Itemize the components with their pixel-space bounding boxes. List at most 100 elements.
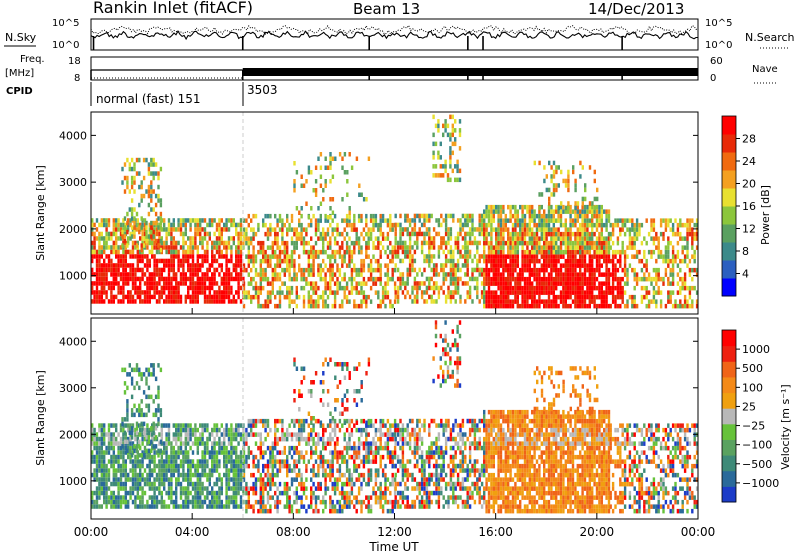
power-cell	[485, 303, 488, 309]
power-cell	[360, 245, 363, 250]
power-cell	[334, 156, 337, 161]
power-cell	[147, 162, 151, 167]
power-cell	[550, 245, 553, 250]
power-cell	[411, 258, 414, 264]
power-cell	[671, 272, 675, 277]
power-cell	[167, 263, 171, 268]
power-cell	[336, 263, 339, 268]
power-cell	[341, 285, 344, 291]
velocity-cell	[107, 477, 111, 482]
power-cell	[242, 267, 246, 273]
power-cell	[643, 276, 646, 282]
power-cell	[153, 267, 156, 273]
power-cell	[638, 276, 641, 282]
power-cell	[603, 294, 606, 300]
power-cell	[264, 258, 267, 264]
velocity-cell	[237, 463, 240, 469]
power-cell	[148, 240, 151, 246]
power-cell	[406, 290, 409, 295]
power-cell	[466, 254, 469, 259]
velocity-cell	[215, 432, 219, 437]
velocity-cell	[100, 441, 103, 446]
power-cell	[220, 290, 223, 295]
power-cell	[555, 276, 558, 282]
power-cell	[552, 258, 555, 264]
power-cell	[581, 218, 584, 223]
power-cell	[237, 285, 240, 291]
power-cell	[552, 245, 555, 250]
power-cell	[196, 281, 199, 286]
power-cell	[550, 272, 553, 277]
power-cell	[133, 166, 136, 172]
power-cell	[201, 254, 204, 259]
power-cell	[189, 294, 192, 300]
power-cell	[552, 294, 555, 300]
power-cell	[232, 263, 235, 268]
power-cell	[276, 303, 279, 309]
power-cell	[487, 254, 491, 259]
power-cell	[406, 213, 409, 219]
velocity-cell	[91, 423, 94, 428]
power-cell	[155, 290, 159, 295]
velocity-cell	[220, 486, 223, 491]
power-cell	[276, 263, 279, 268]
power-cell	[93, 294, 96, 300]
power-cell	[167, 272, 171, 277]
power-cell	[650, 236, 653, 241]
power-cell	[611, 231, 615, 237]
power-cell	[449, 258, 453, 264]
velocity-cell	[179, 486, 183, 491]
power-cell	[300, 240, 303, 246]
power-cell	[134, 281, 137, 286]
velocity-cell	[189, 481, 192, 487]
power-cell	[408, 240, 412, 246]
power-cell	[324, 272, 327, 277]
power-cell	[345, 218, 349, 223]
power-cell	[579, 281, 582, 286]
velocity-cell	[211, 459, 214, 464]
velocity-cell	[194, 481, 197, 487]
power-cell	[623, 258, 627, 264]
power-cell	[232, 267, 235, 273]
velocity-cell	[177, 436, 180, 442]
power-cell	[664, 258, 668, 264]
power-cell	[153, 227, 156, 232]
power-cell	[600, 209, 603, 214]
power-cell	[550, 254, 553, 259]
power-cell	[341, 156, 344, 161]
power-cell	[115, 218, 118, 223]
power-cell	[552, 276, 555, 282]
power-cell	[103, 299, 106, 304]
velocity-cell	[213, 504, 216, 509]
power-cell	[567, 272, 570, 277]
power-cell	[619, 258, 622, 264]
power-cell	[317, 272, 320, 277]
velocity-cell	[107, 450, 111, 455]
velocity-cell	[223, 450, 226, 455]
velocity-cell	[235, 445, 238, 451]
power-cell	[545, 281, 548, 286]
power-cell	[117, 290, 120, 295]
power-cell	[271, 267, 274, 273]
power-cell	[163, 218, 166, 223]
power-cell	[201, 236, 204, 241]
velocity-cell	[211, 504, 214, 509]
power-cell	[143, 281, 147, 286]
power-cell	[492, 227, 495, 232]
power-cell	[220, 218, 223, 223]
velocity-cell	[177, 504, 180, 509]
power-cell	[593, 281, 596, 286]
power-cell	[623, 272, 627, 277]
power-cell	[331, 272, 334, 277]
power-cell	[163, 245, 166, 250]
velocity-cell	[208, 499, 211, 505]
power-cell	[141, 272, 144, 277]
velocity-cell	[158, 490, 161, 496]
power-cell	[535, 299, 539, 304]
power-cell	[336, 285, 339, 291]
power-cell	[266, 290, 270, 295]
power-cell	[286, 227, 289, 232]
power-cell	[547, 294, 551, 300]
power-cell	[579, 231, 582, 237]
velocity-cell	[134, 427, 137, 433]
